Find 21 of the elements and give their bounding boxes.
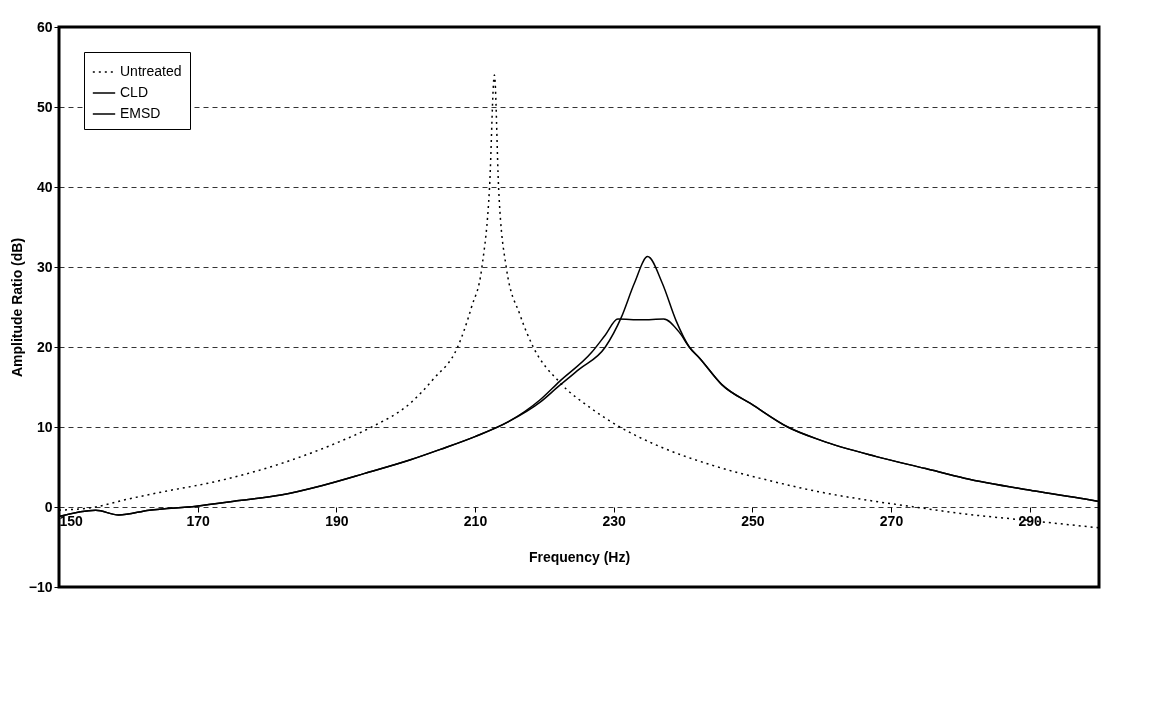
y-tick-label: 20 <box>36 338 53 355</box>
y-tick-label: 10 <box>36 418 53 435</box>
y-tick-label: 40 <box>36 178 53 195</box>
x-tick-label: 250 <box>741 512 765 529</box>
y-tick-label: 50 <box>36 98 53 115</box>
x-tick-label: 170 <box>186 512 211 529</box>
legend-label: EMSD <box>120 105 161 121</box>
x-tick-label: 210 <box>463 512 488 529</box>
y-tick-label: 0 <box>44 498 53 515</box>
x-tick-label: 290 <box>1018 512 1043 529</box>
y-axis-title: Amplitude Ratio (dB) <box>8 237 25 378</box>
x-tick-label: 270 <box>879 512 904 529</box>
y-tick-label: 30 <box>36 258 53 275</box>
legend-label: CLD <box>120 84 149 100</box>
x-tick-label: 150 <box>59 512 84 529</box>
x-axis-title: Frequency (Hz) <box>528 548 631 565</box>
x-tick-label: 190 <box>325 512 349 529</box>
y-tick-label: 60 <box>36 18 53 35</box>
y-tick-label: −10 <box>28 578 53 595</box>
legend-label: Untreated <box>120 63 182 79</box>
x-tick-label: 230 <box>602 512 627 529</box>
